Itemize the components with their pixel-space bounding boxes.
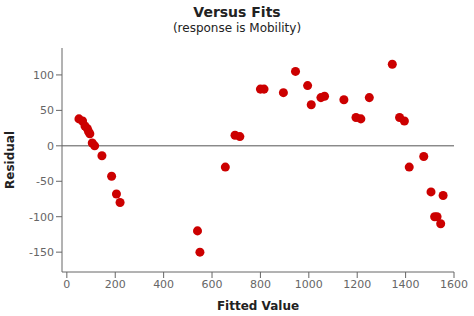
- svg-text:Residual: Residual: [8, 131, 17, 189]
- html-text:Versus Fits: Versus Fits: [193, 4, 281, 20]
- svg-text:200: 200: [105, 278, 126, 291]
- html-text:(response is Mobility): (response is Mobility): [172, 21, 302, 35]
- svg-text:800: 800: [250, 278, 271, 291]
- svg-text:1200: 1200: [343, 278, 371, 291]
- svg-text:50: 50: [40, 104, 54, 117]
- svg-text:600: 600: [202, 278, 223, 291]
- svg-text:400: 400: [153, 278, 174, 291]
- svg-text:Fitted Value: Fitted Value: [217, 299, 299, 313]
- svg-text:-100: -100: [29, 211, 54, 224]
- svg-text:1600: 1600: [440, 278, 466, 291]
- svg-text:1000: 1000: [295, 278, 323, 291]
- svg-text:0: 0: [63, 278, 70, 291]
- svg-text:100: 100: [33, 69, 54, 82]
- svg-text:-50: -50: [36, 175, 54, 188]
- svg-text:1400: 1400: [392, 278, 420, 291]
- svg-text:-150: -150: [29, 246, 54, 259]
- svg-text:0: 0: [47, 140, 54, 153]
